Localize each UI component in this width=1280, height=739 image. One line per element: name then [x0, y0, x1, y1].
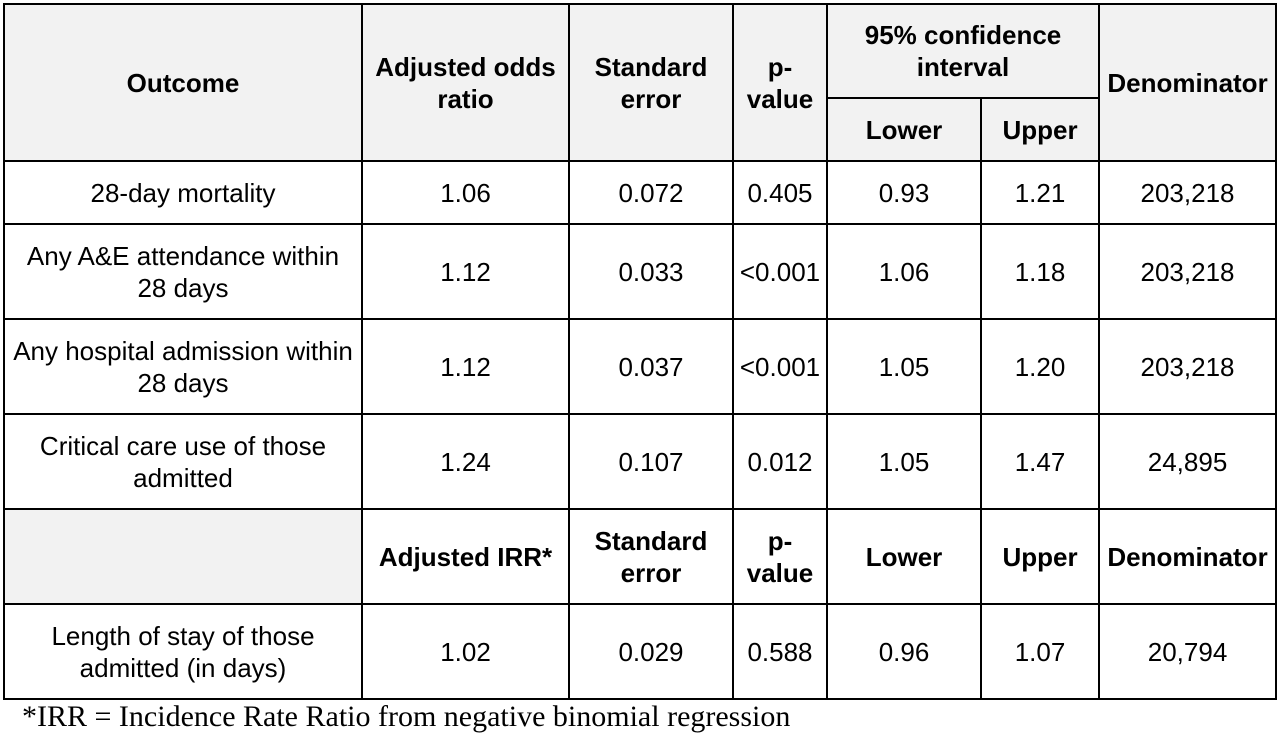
cell-p-value: <0.001 [732, 223, 828, 320]
cell-p-value: 0.405 [732, 160, 828, 225]
cell-denominator: 203,218 [1098, 160, 1278, 225]
table-footnote: *IRR = Incidence Rate Ratio from negativ… [22, 700, 791, 733]
cell-standard-error: 0.029 [568, 603, 734, 700]
cell-lower: 1.05 [826, 413, 982, 510]
cell-p-value: 0.012 [732, 413, 828, 510]
irr-subheader-row: Adjusted IRR* Standard error p-value Low… [3, 508, 1278, 605]
subheader-adjusted-irr: Adjusted IRR* [361, 508, 570, 605]
cell-denominator: 203,218 [1098, 223, 1278, 320]
cell-upper: 1.07 [979, 603, 1101, 700]
cell-standard-error: 0.033 [568, 223, 734, 320]
header-adjusted-odds-ratio: Adjusted odds ratio [361, 3, 570, 162]
header-outcome: Outcome [3, 3, 363, 162]
cell-upper: 1.21 [979, 160, 1101, 225]
cell-ratio: 1.12 [361, 318, 570, 415]
table-header: Outcome Adjusted odds ratio Standard err… [3, 3, 1278, 162]
cell-p-value: 0.588 [732, 603, 828, 700]
cell-ratio: 1.12 [361, 223, 570, 320]
header-lower: Lower [826, 97, 982, 162]
cell-lower: 0.93 [826, 160, 982, 225]
cell-outcome: Any A&E attendance within 28 days [3, 223, 363, 320]
cell-ratio: 1.06 [361, 160, 570, 225]
cell-lower: 1.05 [826, 318, 982, 415]
cell-outcome: 28-day mortality [3, 160, 363, 225]
table-body: 28-day mortality 1.06 0.072 0.405 0.93 1… [3, 160, 1278, 700]
subheader-lower: Lower [826, 508, 982, 605]
cell-ratio: 1.24 [361, 413, 570, 510]
header-standard-error: Standard error [568, 3, 734, 162]
subheader-denominator: Denominator [1098, 508, 1278, 605]
cell-denominator: 20,794 [1098, 603, 1278, 700]
table-row: Any A&E attendance within 28 days 1.12 0… [3, 223, 1278, 320]
cell-ratio: 1.02 [361, 603, 570, 700]
cell-p-value: <0.001 [732, 318, 828, 415]
cell-standard-error: 0.107 [568, 413, 734, 510]
subheader-p-value: p-value [732, 508, 828, 605]
cell-denominator: 203,218 [1098, 318, 1278, 415]
table-row: Length of stay of those admitted (in day… [3, 603, 1278, 700]
cell-upper: 1.18 [979, 223, 1101, 320]
cell-denominator: 24,895 [1098, 413, 1278, 510]
subheader-standard-error: Standard error [568, 508, 734, 605]
cell-outcome: Length of stay of those admitted (in day… [3, 603, 363, 700]
table-row: 28-day mortality 1.06 0.072 0.405 0.93 1… [3, 160, 1278, 225]
cell-standard-error: 0.072 [568, 160, 734, 225]
table-row: Critical care use of those admitted 1.24… [3, 413, 1278, 510]
header-denominator: Denominator [1098, 3, 1278, 162]
cell-lower: 0.96 [826, 603, 982, 700]
header-confidence-interval: 95% confidence interval [825, 3, 1101, 99]
subheader-outcome [3, 508, 363, 605]
cell-outcome: Any hospital admission within 28 days [3, 318, 363, 415]
header-p-value: p-value [732, 3, 828, 162]
subheader-upper: Upper [979, 508, 1101, 605]
results-table: Outcome Adjusted odds ratio Standard err… [3, 3, 1278, 700]
cell-lower: 1.06 [826, 223, 982, 320]
header-upper: Upper [979, 97, 1101, 162]
cell-upper: 1.20 [979, 318, 1101, 415]
cell-outcome: Critical care use of those admitted [3, 413, 363, 510]
table-row: Any hospital admission within 28 days 1.… [3, 318, 1278, 415]
cell-standard-error: 0.037 [568, 318, 734, 415]
cell-upper: 1.47 [979, 413, 1101, 510]
